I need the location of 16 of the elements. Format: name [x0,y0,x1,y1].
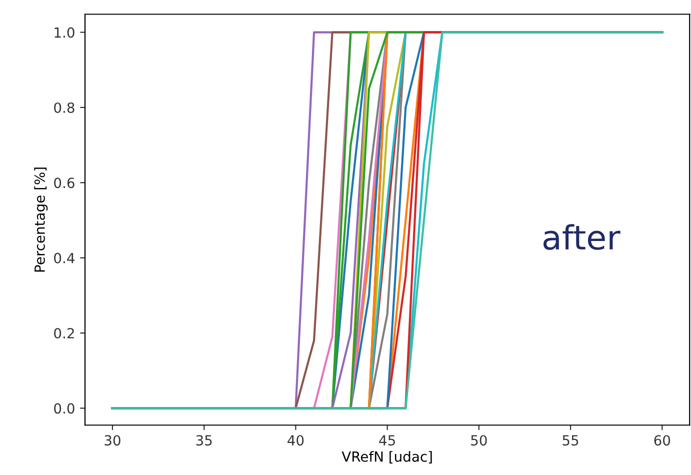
x-tick-label: 50 [471,435,487,446]
x-tick-label: 30 [104,435,120,446]
x-tick-label: 55 [562,435,578,446]
x-tick-label: 60 [654,435,670,446]
y-tick-label: 0.0 [54,403,74,414]
y-axis-title: Percentage [%] [34,168,48,272]
y-tick-label: 0.6 [54,178,74,188]
x-tick-label: 40 [288,435,304,446]
x-tick-label: 35 [196,435,212,446]
x-axis-title: VRefN [udac] [342,451,432,464]
y-tick-label: 1.0 [54,27,74,38]
y-tick-label: 0.4 [54,252,74,264]
annotation: after [543,224,620,250]
y-tick-label: 0.2 [54,328,74,338]
x-tick-label: 45 [379,435,395,446]
y-tick-label: 0.8 [54,102,74,113]
